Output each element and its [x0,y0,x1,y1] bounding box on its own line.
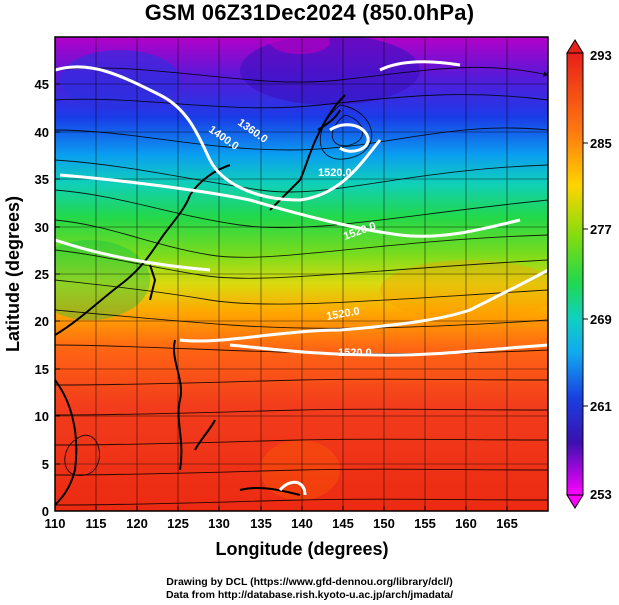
contour-label: 1520.0 [325,305,360,323]
colorbar-labels: 293 285 277 269 261 253 [590,48,612,502]
y-tick-label: 20 [35,314,49,329]
y-tick-label: 30 [35,220,49,235]
height-contours [55,60,548,496]
x-tick-labels: 110 115 120 125 130 135 140 145 150 155 … [45,516,518,531]
x-tick-label: 115 [86,516,107,531]
colorbar-top-arrow [566,39,584,54]
temperature-field [55,37,548,511]
colorbar-gradient [566,52,584,496]
y-tick-label: 5 [42,457,49,472]
y-axis-title: Latitude (degrees) [3,196,23,352]
x-tick-label: 130 [208,516,230,531]
colorbar-label: 269 [590,312,612,327]
coastlines [55,94,346,506]
x-tick-label: 140 [291,516,313,531]
x-tick-label: 155 [414,516,436,531]
y-tick-label: 40 [35,125,49,140]
colorbar-label: 293 [590,48,612,63]
colorbar-label: 261 [590,399,612,414]
contour-label: 1520.0 [338,347,372,359]
x-tick-label: 160 [455,516,477,531]
y-tick-label: 15 [35,362,49,377]
colorbar-label: 253 [590,487,612,502]
colorbar-label: 277 [590,222,612,237]
y-tick-labels: 0 5 10 15 20 25 30 35 40 45 [35,77,49,519]
x-tick-label: 110 [45,516,66,531]
credit-data: Data from http://database.rish.kyoto-u.a… [165,589,454,601]
wind-streamlines [55,66,548,506]
colorbar [566,39,588,509]
y-tick-label: 35 [35,172,49,187]
map-title: GSM 06Z31Dec2024 (850.0hPa) [144,0,475,25]
y-tick-label: 25 [35,267,49,282]
colorbar-bottom-arrow [566,494,584,509]
x-tick-label: 125 [167,516,189,531]
contour-label: 1520.0 [318,167,352,179]
x-tick-label: 165 [496,516,518,531]
colorbar-label: 285 [590,136,612,151]
credit-drawing: Drawing by DCL (https://www.gfd-dennou.o… [166,576,453,588]
x-tick-label: 135 [250,516,272,531]
x-tick-label: 150 [373,516,395,531]
x-tick-label: 145 [332,516,354,531]
axis-ticks [54,83,508,512]
y-tick-label: 45 [35,77,49,92]
x-tick-label: 120 [126,516,148,531]
x-axis-title: Longitude (degrees) [215,539,388,559]
map-grid [55,37,548,511]
y-tick-label: 10 [35,409,49,424]
y-tick-label: 0 [42,504,49,519]
